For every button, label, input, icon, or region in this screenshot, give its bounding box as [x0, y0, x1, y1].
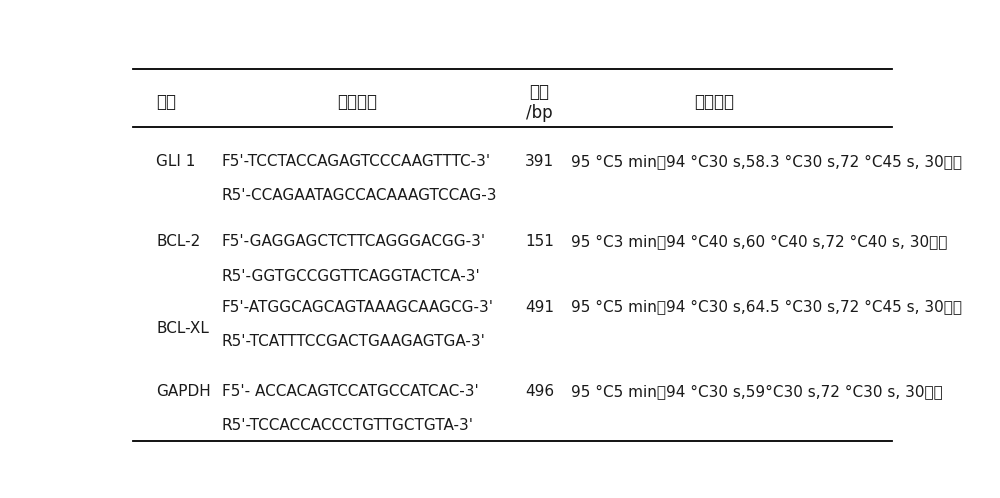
- Text: 95 °C5 min，94 °C30 s,64.5 °C30 s,72 °C45 s, 30循环: 95 °C5 min，94 °C30 s,64.5 °C30 s,72 °C45…: [571, 300, 962, 315]
- Text: R5'-TCCACCACCCTGTTGCTGTA-3': R5'-TCCACCACCCTGTTGCTGTA-3': [222, 418, 474, 433]
- Text: 151: 151: [525, 235, 554, 249]
- Text: 片段: 片段: [530, 83, 550, 102]
- Text: 95 °C5 min，94 °C30 s,58.3 °C30 s,72 °C45 s, 30循环: 95 °C5 min，94 °C30 s,58.3 °C30 s,72 °C45…: [571, 154, 962, 169]
- Text: R5'-CCAGAATAGCCACAAAGTCCAG-3: R5'-CCAGAATAGCCACAAAGTCCAG-3: [222, 188, 497, 203]
- Text: 496: 496: [525, 384, 554, 399]
- Text: R5'-GGTGCCGGTTCAGGTACTCA-3': R5'-GGTGCCGGTTCAGGTACTCA-3': [222, 269, 481, 284]
- Text: 反应条件: 反应条件: [694, 93, 734, 111]
- Text: 95 °C3 min，94 °C40 s,60 °C40 s,72 °C40 s, 30循环: 95 °C3 min，94 °C40 s,60 °C40 s,72 °C40 s…: [571, 235, 947, 249]
- Text: F5'- ACCACAGTCCATGCCATCAC-3': F5'- ACCACAGTCCATGCCATCAC-3': [222, 384, 479, 399]
- Text: 基因: 基因: [156, 93, 176, 111]
- Text: 95 °C5 min，94 °C30 s,59°C30 s,72 °C30 s, 30循环: 95 °C5 min，94 °C30 s,59°C30 s,72 °C30 s,…: [571, 384, 942, 399]
- Text: 491: 491: [525, 300, 554, 315]
- Text: F5'-GAGGAGCTCTTCAGGGACGG-3': F5'-GAGGAGCTCTTCAGGGACGG-3': [222, 235, 486, 249]
- Text: BCL-2: BCL-2: [156, 235, 200, 249]
- Text: 引物序列: 引物序列: [338, 93, 378, 111]
- Text: GLI 1: GLI 1: [156, 154, 195, 169]
- Text: F5'-ATGGCAGCAGTAAAGCAAGCG-3': F5'-ATGGCAGCAGTAAAGCAAGCG-3': [222, 300, 494, 315]
- Text: BCL-XL: BCL-XL: [156, 321, 209, 336]
- Text: GAPDH: GAPDH: [156, 384, 211, 399]
- Text: 391: 391: [525, 154, 554, 169]
- Text: F5'-TCCTACCAGAGTCCCAAGTTTC-3': F5'-TCCTACCAGAGTCCCAAGTTTC-3': [222, 154, 491, 169]
- Text: R5'-TCATTTCCGACTGAAGAGTGA-3': R5'-TCATTTCCGACTGAAGAGTGA-3': [222, 334, 486, 349]
- Text: /bp: /bp: [526, 104, 553, 122]
